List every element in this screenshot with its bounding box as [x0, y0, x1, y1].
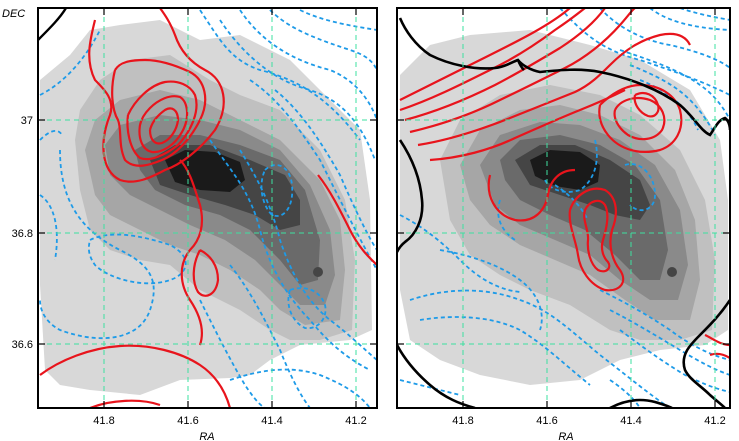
right-red-contours	[399, 8, 730, 359]
left-blue-contours	[39, 9, 377, 408]
left-x-axis-label: RA	[199, 431, 214, 441]
right-grid	[397, 8, 730, 408]
left-panel: 41.8 41.6 41.4 41.2 37 36.8 36.6 RA DEC	[2, 7, 378, 441]
right-greyscale-map	[400, 30, 728, 385]
right-x-tick-label: 41.6	[536, 415, 557, 427]
left-panel-frame	[37, 7, 378, 409]
right-panel-frame	[396, 7, 731, 409]
right-x-tick-label: 41.8	[452, 415, 473, 427]
left-y-tick-label: 36.8	[12, 228, 33, 240]
left-x-tick-label: 41.6	[177, 415, 198, 427]
left-y-tick-label: 37	[21, 115, 33, 127]
right-panel: 41.8 41.6 41.4 41.2 RA	[396, 7, 731, 441]
right-x-axis-label: RA	[558, 431, 573, 441]
right-x-tick-label: 41.4	[620, 415, 641, 427]
right-x-tick-label: 41.2	[704, 415, 725, 427]
right-ticks	[397, 8, 730, 408]
left-y-tick-label: 36.6	[12, 339, 33, 351]
left-y-axis-label: DEC	[2, 8, 25, 20]
right-blue-contours	[399, 8, 730, 408]
left-x-tick-label: 41.4	[261, 415, 282, 427]
left-black-contour	[38, 8, 68, 41]
left-greyscale-map	[40, 20, 372, 395]
left-grid	[38, 8, 377, 408]
left-x-tick-label: 41.2	[345, 415, 366, 427]
left-x-tick-label: 41.8	[93, 415, 114, 427]
left-ticks	[38, 8, 377, 408]
